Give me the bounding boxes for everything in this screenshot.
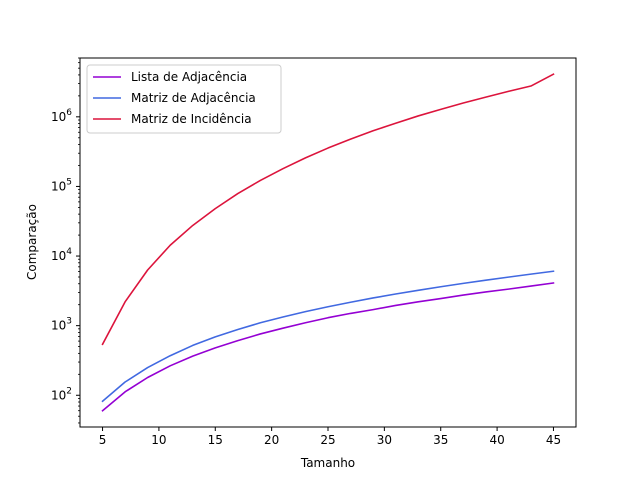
legend-label: Matriz de Adjacência — [131, 91, 256, 105]
y-tick-label: 102 — [51, 386, 72, 402]
plot-area — [101, 73, 555, 412]
legend: Lista de Adjacência Matriz de Adjacência M… — [86, 64, 282, 134]
x-tick-label: 20 — [264, 433, 279, 447]
x-tick-label: 30 — [377, 433, 392, 447]
x-axis-label: Tamanho — [300, 456, 355, 470]
x-tick-label: 5 — [99, 433, 107, 447]
legend-label: Matriz de Incidência — [131, 112, 252, 126]
x-tick-label: 45 — [546, 433, 561, 447]
series-line — [101, 270, 555, 403]
legend-box — [86, 64, 282, 134]
x-tick-label: 35 — [433, 433, 448, 447]
y-tick-label: 105 — [51, 177, 72, 193]
y-axis-label: Comparação — [25, 204, 39, 280]
y-tick-label: 103 — [51, 317, 72, 333]
series-line — [101, 73, 555, 346]
legend-label: Lista de Adjacência — [131, 70, 247, 84]
x-axis-ticks: 5 10 15 20 25 30 35 40 45 — [99, 427, 561, 447]
y-axis-ticks: 102 103 104 105 106 — [51, 57, 80, 424]
y-tick-label: 106 — [51, 108, 72, 124]
x-tick-label: 15 — [208, 433, 223, 447]
x-tick-label: 10 — [151, 433, 166, 447]
series-line — [101, 282, 555, 412]
x-tick-label: 25 — [320, 433, 335, 447]
y-tick-label: 104 — [51, 247, 72, 263]
x-tick-label: 40 — [489, 433, 504, 447]
